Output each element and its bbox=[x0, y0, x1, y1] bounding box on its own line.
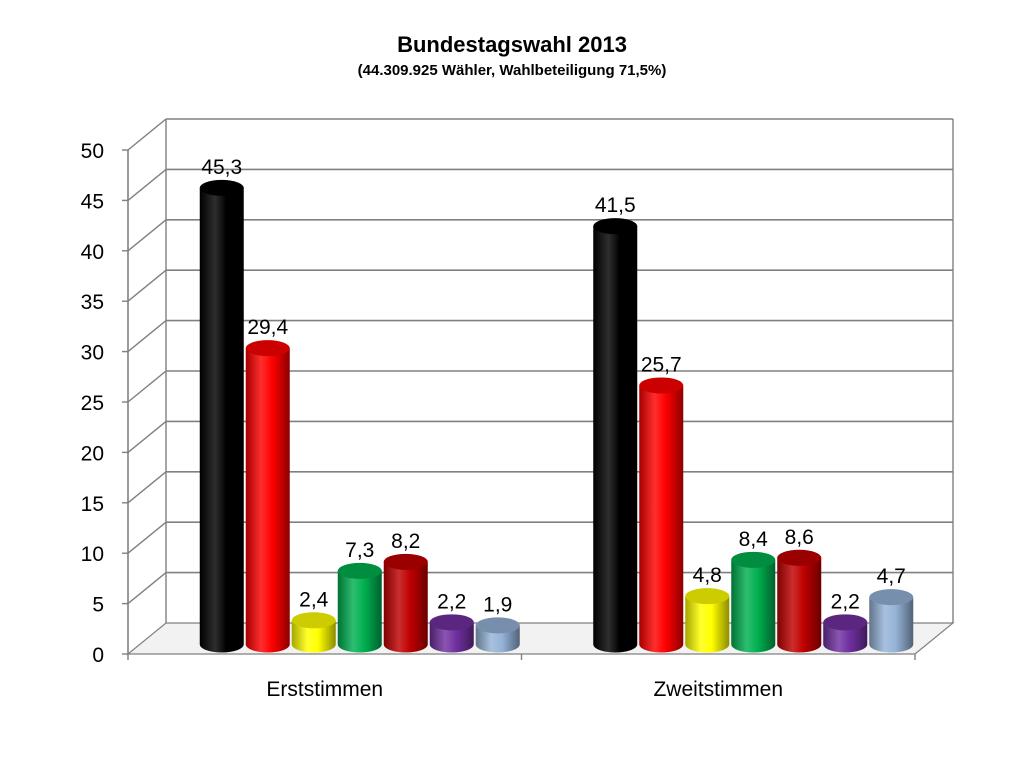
bar bbox=[685, 596, 730, 653]
y-tick-label: 5 bbox=[92, 594, 104, 617]
y-tick-label: 15 bbox=[81, 493, 104, 516]
data-label: 25,7 bbox=[641, 353, 682, 376]
y-tick-label: 35 bbox=[81, 291, 104, 314]
bar-top bbox=[429, 614, 474, 631]
bar bbox=[639, 385, 684, 653]
bar-top bbox=[731, 551, 776, 568]
bar-top bbox=[639, 377, 684, 394]
grid-diagonal bbox=[127, 370, 167, 403]
data-label: 1,9 bbox=[483, 593, 512, 616]
grid-diagonal bbox=[127, 269, 167, 302]
data-label: 8,2 bbox=[391, 530, 420, 553]
grid-diagonal bbox=[127, 219, 167, 252]
bar bbox=[291, 620, 336, 653]
data-label: 4,7 bbox=[877, 565, 906, 588]
bar bbox=[245, 348, 290, 653]
y-tick-label: 45 bbox=[81, 190, 104, 213]
bar bbox=[593, 226, 638, 653]
bar bbox=[199, 187, 244, 653]
bar bbox=[337, 570, 382, 653]
bar-top bbox=[777, 549, 822, 566]
y-tick-label: 50 bbox=[81, 140, 104, 163]
y-tick-label: 40 bbox=[81, 241, 104, 264]
data-label: 41,5 bbox=[595, 194, 636, 217]
y-tick-label: 20 bbox=[81, 442, 104, 465]
chart-title: Bundestagswahl 2013 bbox=[397, 32, 627, 57]
bar-top bbox=[475, 617, 520, 634]
data-label: 7,3 bbox=[345, 539, 374, 562]
data-label: 2,4 bbox=[299, 588, 329, 611]
y-tick-label: 25 bbox=[81, 392, 104, 415]
grid-diagonal bbox=[127, 521, 167, 554]
bar bbox=[869, 597, 914, 653]
grid-diagonal bbox=[127, 572, 167, 605]
bar-top bbox=[291, 612, 336, 629]
bar-top bbox=[685, 588, 730, 605]
chart-subtitle: (44.309.925 Wähler, Wahlbeteiligung 71,5… bbox=[357, 62, 667, 79]
data-label: 45,3 bbox=[201, 156, 242, 179]
bar-top bbox=[199, 179, 244, 196]
grid-diagonal bbox=[127, 118, 167, 151]
data-label: 8,4 bbox=[739, 528, 769, 551]
bars-group bbox=[199, 179, 914, 653]
bar-top bbox=[245, 340, 290, 357]
bar bbox=[429, 622, 474, 653]
x-category-label: Zweitstimmen bbox=[653, 678, 783, 701]
grid-diagonal bbox=[127, 420, 167, 453]
data-label: 4,8 bbox=[693, 564, 722, 587]
bar-top bbox=[869, 589, 914, 606]
data-label: 29,4 bbox=[247, 316, 288, 339]
grid-diagonal bbox=[127, 320, 167, 353]
bar bbox=[383, 561, 428, 653]
chart-frame: 0 5 10 15 20 25 30 35 40 45 50 Erststimmen Zweitstim… bbox=[81, 118, 955, 701]
bar bbox=[823, 622, 868, 653]
y-tick-label: 10 bbox=[81, 543, 104, 566]
data-label: 2,2 bbox=[437, 590, 466, 613]
y-tick-label: 0 bbox=[92, 644, 104, 667]
labels-group: 45,3 29,4 2,4 7,3 8,2 2,2 1,9 41,5 25,7 4,8 8,4 8,6… bbox=[201, 156, 906, 616]
grid-diagonal bbox=[127, 471, 167, 504]
bar-top bbox=[823, 614, 868, 631]
data-label: 8,6 bbox=[785, 526, 814, 549]
grid-diagonal bbox=[127, 168, 167, 201]
bar-top bbox=[337, 562, 382, 579]
bar bbox=[731, 559, 776, 653]
data-label: 2,2 bbox=[831, 590, 860, 613]
y-tick-label: 30 bbox=[81, 342, 104, 365]
bar bbox=[777, 557, 822, 653]
bar-top bbox=[383, 553, 428, 570]
x-category-label: Erststimmen bbox=[266, 678, 383, 701]
bar-top bbox=[593, 218, 638, 235]
